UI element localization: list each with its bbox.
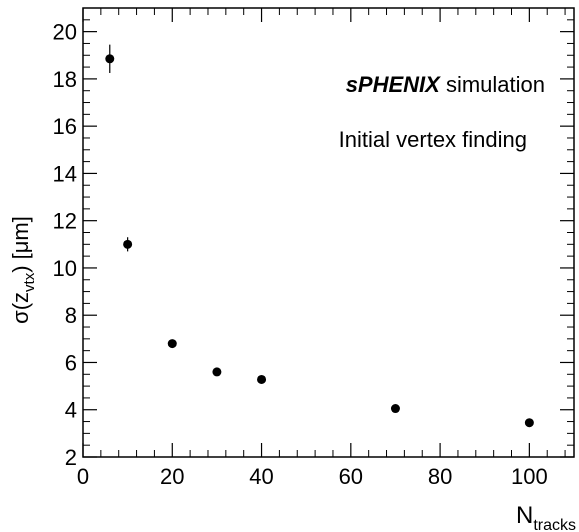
data-point xyxy=(257,374,267,384)
annotation-text: simulation xyxy=(440,72,545,97)
y-label-sub: vtx xyxy=(21,272,38,292)
data-point xyxy=(212,367,222,377)
y-tick-label: 6 xyxy=(65,350,77,375)
x-tick-label: 100 xyxy=(511,464,548,489)
x-tick-label: 20 xyxy=(160,464,184,489)
data-point xyxy=(390,404,400,414)
annotation-sphenix: sPHENIX simulation xyxy=(346,72,545,97)
x-label-base: N xyxy=(516,502,533,529)
data-point xyxy=(105,54,115,64)
x-label-sub: tracks xyxy=(533,517,576,532)
y-tick-label: 20 xyxy=(53,20,77,45)
x-axis-label: Ntracks xyxy=(516,502,576,532)
data-points xyxy=(105,44,534,428)
annotation-vertex-finding: Initial vertex finding xyxy=(339,127,527,152)
y-tick-label: 16 xyxy=(53,114,77,139)
y-tick-label: 4 xyxy=(65,398,77,423)
y-label-prefix: σ(z xyxy=(8,292,33,324)
tick-labels: 0 20 40 60 80 100 2 4 6 8 10 12 14 16 18 20 xyxy=(53,20,548,489)
axis-ticks xyxy=(82,7,574,458)
y-tick-label: 8 xyxy=(65,303,77,328)
y-axis-label: σ(zvtx) [μm] xyxy=(8,216,38,324)
data-point xyxy=(524,418,534,428)
y-tick-label: 12 xyxy=(53,209,77,234)
y-tick-label: 14 xyxy=(53,161,77,186)
y-tick-label: 2 xyxy=(65,445,77,470)
y-tick-label: 10 xyxy=(53,256,77,281)
annotation-bold: sPHENIX xyxy=(346,72,441,97)
data-point xyxy=(167,339,177,349)
x-tick-label: 40 xyxy=(249,464,273,489)
data-point xyxy=(123,239,133,249)
x-tick-label: 0 xyxy=(77,464,89,489)
y-label-suffix: ) [μm] xyxy=(8,216,33,273)
x-tick-label: 80 xyxy=(428,464,452,489)
x-tick-label: 60 xyxy=(339,464,363,489)
y-tick-label: 18 xyxy=(53,67,77,92)
